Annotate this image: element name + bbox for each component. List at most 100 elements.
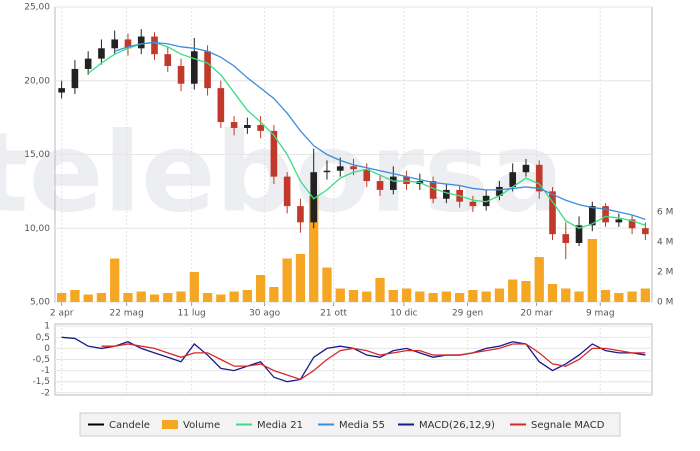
candle-body [509,172,517,187]
series-line [101,343,646,381]
volume-bar [136,291,146,302]
y-tick-label: 4 M [657,238,673,248]
volume-bar [295,254,306,302]
volume-bar [282,258,292,302]
y-tick-label: 15,00 [24,150,50,160]
x-tick-label: 9 mag [586,309,615,319]
candle-body [58,88,65,93]
candle-body [482,195,490,207]
candle-body [575,225,583,243]
legend-label: Media 21 [257,420,303,431]
candle-body [496,186,503,196]
legend-items: Candele Volume Media 21 Media 55 MACD(26,12,… [88,420,605,431]
candle-body [283,176,291,207]
volume-bar [309,195,319,302]
volume-bar [149,294,160,302]
candle-body [389,176,397,190]
x-tick-label: 2 apr [50,309,74,319]
volume-bar [176,291,186,302]
legend-label: Segnale MACD [531,420,605,431]
legend-label: Volume [183,420,220,431]
volume-bar [640,288,651,302]
candle-body [615,219,623,223]
candle-body [602,206,609,223]
volume-bar [163,293,173,302]
volume-bar [627,291,637,302]
candle-body [244,125,251,128]
volume-bar [322,267,332,302]
volume-bar [587,239,597,302]
candle-body [98,48,105,59]
volume-bar [468,290,478,302]
candle-body [190,51,198,84]
volume-bar [415,291,425,302]
volume-bar [388,290,398,302]
volume-bar [494,288,505,302]
y-tick-label: -2 [41,388,50,398]
y-tick-label: 5,00 [30,298,50,308]
x-tick-label: 30 ago [249,309,281,319]
volume-bar [348,290,359,302]
volume-bar [574,291,584,302]
candle-body [270,130,278,177]
volume-bar [362,291,372,302]
y-tick-label: 25,00 [24,3,50,13]
volume-bar [534,257,544,302]
candle-body [137,36,145,49]
volume-bar [441,291,452,302]
volume-bar [70,290,80,302]
candle-body [376,181,384,190]
candle-body [230,122,238,128]
candle-body [310,172,318,223]
candle-body [204,51,211,89]
y-tick-label: 0 M [657,298,673,308]
y-tick-label: 0 [44,344,50,354]
series-line [114,41,646,221]
candle-body [642,228,649,235]
y-tick-label: 10,00 [24,224,50,234]
candle-body [84,58,92,69]
legend-label: Media 55 [339,420,385,431]
candle-body [124,39,132,49]
y-tick-label: -1,5 [32,377,50,387]
candle-body [363,169,371,182]
volume-bar [428,293,438,302]
volume-bar [521,281,531,302]
candle-body [443,189,450,199]
y-tick-label: -1 [41,366,50,376]
volume-bar [614,293,624,302]
candle-body [522,164,530,173]
y-tick-label: 2 M [657,268,673,278]
volume-bar [56,293,67,302]
candle-body [628,219,636,229]
y-tick-label: 20,00 [24,76,50,86]
candle-body [469,201,477,207]
volume-bar [600,290,611,302]
volume-bar [269,287,279,302]
volume-bar [375,278,385,302]
volume-bar [561,288,571,302]
candle-body [350,166,357,170]
candle-body [151,36,158,55]
y-tick-label: 1 [44,322,50,332]
volume-bar [83,294,93,302]
volume-bar [216,294,226,302]
volume-bar [110,258,120,302]
candle-body [297,206,304,223]
volume-bar [508,279,518,302]
volume-bar [481,291,491,302]
volume-bar [123,293,133,302]
candle-body [429,181,437,199]
candle-body [217,88,225,123]
candle-body [323,170,331,173]
x-tick-label: 11 lug [178,309,206,319]
volume-bar [547,284,558,302]
y-tick-label: -0,5 [32,355,50,365]
x-tick-label: 21 ott [320,309,347,319]
candle-body [403,176,410,184]
candle-body [177,66,185,84]
legend-swatch [162,420,178,429]
volume-bar [454,293,465,302]
candle-body [535,164,543,192]
